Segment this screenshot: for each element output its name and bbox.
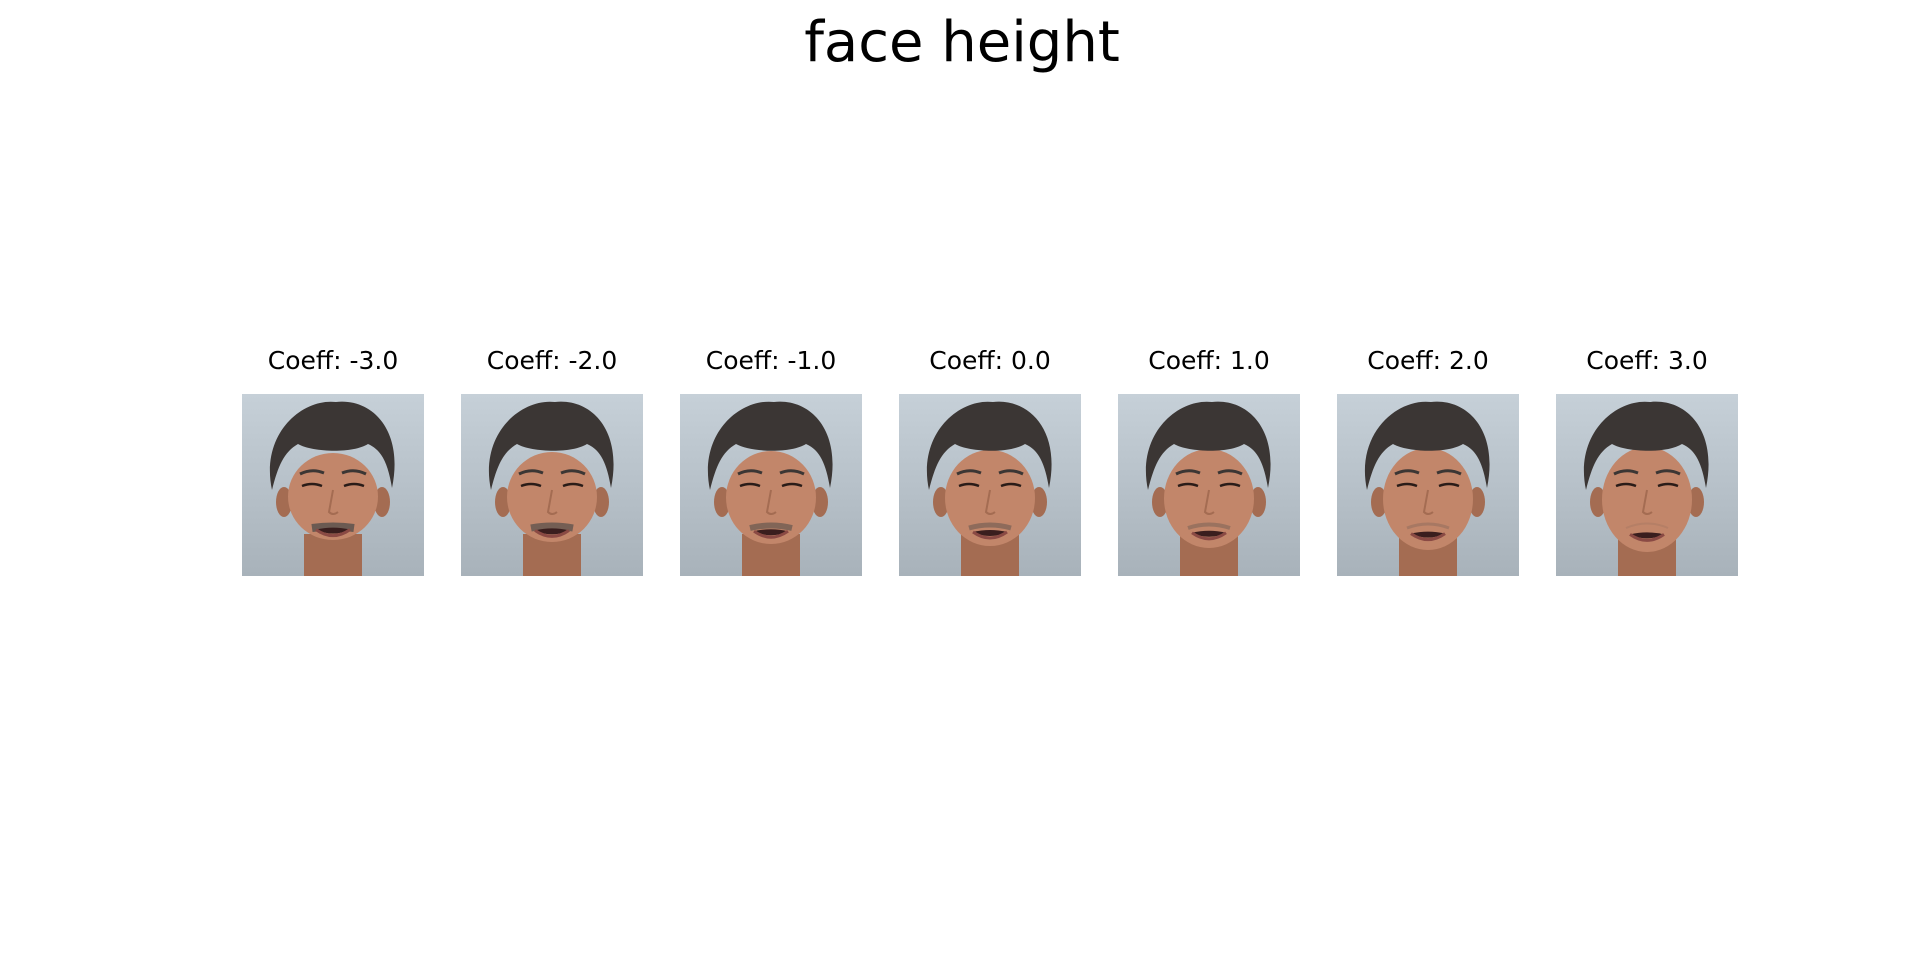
face-panel: Coeff: 0.0	[899, 346, 1081, 576]
face-panel: Coeff: -1.0	[680, 346, 862, 576]
panel-title: Coeff: -3.0	[267, 346, 399, 375]
face-panel: Coeff: 1.0	[1118, 346, 1300, 576]
face-image	[1118, 394, 1300, 576]
panel-title: Coeff: 2.0	[1367, 346, 1489, 375]
panel-title: Coeff: 0.0	[929, 346, 1051, 375]
face-panel: Coeff: 3.0	[1556, 346, 1738, 576]
face-panel: Coeff: -2.0	[461, 346, 643, 576]
panel-title: Coeff: 3.0	[1586, 346, 1708, 375]
panel-title: Coeff: -2.0	[486, 346, 618, 375]
panel-title: Coeff: 1.0	[1148, 346, 1270, 375]
figure-title: face height	[804, 10, 1120, 75]
face-panel: Coeff: 2.0	[1337, 346, 1519, 576]
face-panel: Coeff: -3.0	[242, 346, 424, 576]
panel-title: Coeff: -1.0	[705, 346, 837, 375]
face-image	[242, 394, 424, 576]
face-image	[461, 394, 643, 576]
face-image	[899, 394, 1081, 576]
face-image	[1556, 394, 1738, 576]
face-image	[680, 394, 862, 576]
face-image	[1337, 394, 1519, 576]
